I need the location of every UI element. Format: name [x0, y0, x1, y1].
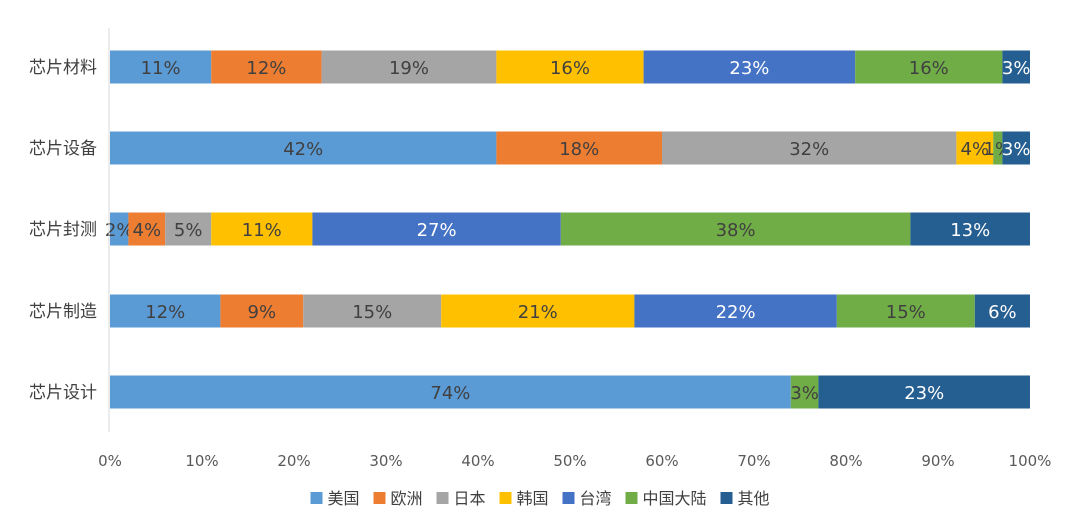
x-tick-label: 80% [829, 452, 862, 470]
data-label: 18% [559, 139, 599, 160]
bar-segment [496, 50, 644, 84]
bar-segment [662, 131, 957, 165]
bar-segment [441, 294, 635, 328]
legend-label: 日本 [454, 489, 486, 508]
data-label: 16% [550, 58, 590, 79]
bar-segment [634, 294, 837, 328]
category-label: 芯片材料 [29, 58, 97, 78]
bar-segment [110, 131, 497, 165]
bar-segment [165, 212, 212, 246]
bar-segment [110, 50, 212, 84]
bar-segment [974, 294, 1030, 328]
data-label: 23% [904, 383, 944, 404]
legend-swatch [373, 492, 386, 504]
bar-segment [211, 212, 313, 246]
data-label: 74% [430, 383, 470, 404]
data-label: 11% [242, 220, 282, 241]
legend-label: 其他 [738, 489, 770, 508]
data-label: 11% [141, 58, 181, 79]
data-label: 15% [886, 302, 926, 323]
legend-label: 美国 [328, 489, 360, 508]
data-label: 23% [729, 58, 769, 79]
data-label: 5% [174, 220, 203, 241]
category-label: 芯片设计 [29, 383, 97, 403]
x-tick-label: 100% [1009, 452, 1052, 470]
data-label: 12% [246, 58, 286, 79]
data-label: 19% [389, 58, 429, 79]
legend-swatch [499, 492, 512, 504]
data-label: 6% [988, 302, 1017, 323]
bar-segment [312, 212, 561, 246]
x-tick-label: 20% [277, 452, 310, 470]
bar-segment [211, 50, 322, 84]
bar-segment [855, 50, 1003, 84]
data-label: 9% [248, 302, 277, 323]
bar-segment [1002, 131, 1030, 165]
category-label: 芯片设备 [29, 139, 97, 159]
bar-segment [128, 212, 166, 246]
bar-segment [110, 294, 221, 328]
data-label: 4% [133, 220, 162, 241]
legend-label: 中国大陆 [643, 489, 707, 508]
data-label: 21% [518, 302, 558, 323]
legend-label: 韩国 [517, 489, 549, 508]
bar-segment [110, 212, 129, 246]
data-label: 4% [961, 139, 990, 160]
data-label: 15% [352, 302, 392, 323]
legend-swatch [310, 492, 323, 504]
bar-segment [836, 294, 975, 328]
x-tick-label: 60% [645, 452, 678, 470]
bar-segment [560, 212, 911, 246]
bar-segment [1002, 50, 1030, 84]
legend-label: 欧洲 [391, 489, 423, 508]
bar-segment [321, 50, 497, 84]
data-label: 27% [417, 220, 457, 241]
x-tick-label: 90% [921, 452, 954, 470]
bar-segment [496, 131, 662, 165]
data-label: 13% [950, 220, 990, 241]
data-label: 38% [716, 220, 756, 241]
x-tick-label: 0% [98, 452, 122, 470]
bars-layer: 11% 12% 19% 16% 23% 16% 3%42% 18% 32% 4%1%3%2% 4% 5… [105, 50, 1031, 409]
legend-swatch [436, 492, 449, 504]
data-label: 32% [789, 139, 829, 160]
x-tick-labels: 0% 10% 20% 30% 40% 50% 60% 70% 80% 90% 100% [98, 452, 1051, 470]
data-label: 3% [1002, 58, 1031, 79]
bar-segment [303, 294, 442, 328]
legend-swatch [625, 492, 638, 504]
data-label: 16% [909, 58, 949, 79]
legend-swatch [720, 492, 733, 504]
data-label: 3% [790, 383, 819, 404]
data-label: 12% [145, 302, 185, 323]
x-tick-label: 70% [737, 452, 770, 470]
legend: 美国 欧洲 日本 韩国 台湾 中国大陆 其他 [310, 489, 770, 508]
data-label: 3% [1002, 139, 1031, 160]
category-label: 芯片封测 [29, 220, 97, 240]
bar-segment [110, 375, 791, 409]
bar-segment [643, 50, 856, 84]
bar-segment [818, 375, 1030, 409]
bar-segment [220, 294, 304, 328]
x-tick-label: 40% [461, 452, 494, 470]
bar-segment [993, 131, 1003, 165]
data-label: 2% [105, 220, 134, 241]
data-label: 42% [283, 139, 323, 160]
bar-segment [956, 131, 994, 165]
legend-swatch [562, 492, 575, 504]
data-label: 22% [716, 302, 756, 323]
bar-segment [910, 212, 1030, 246]
x-tick-label: 30% [369, 452, 402, 470]
x-tick-label: 10% [185, 452, 218, 470]
legend-label: 台湾 [580, 489, 612, 508]
bar-segment [790, 375, 819, 409]
category-label: 芯片制造 [29, 302, 97, 322]
x-tick-label: 50% [553, 452, 586, 470]
